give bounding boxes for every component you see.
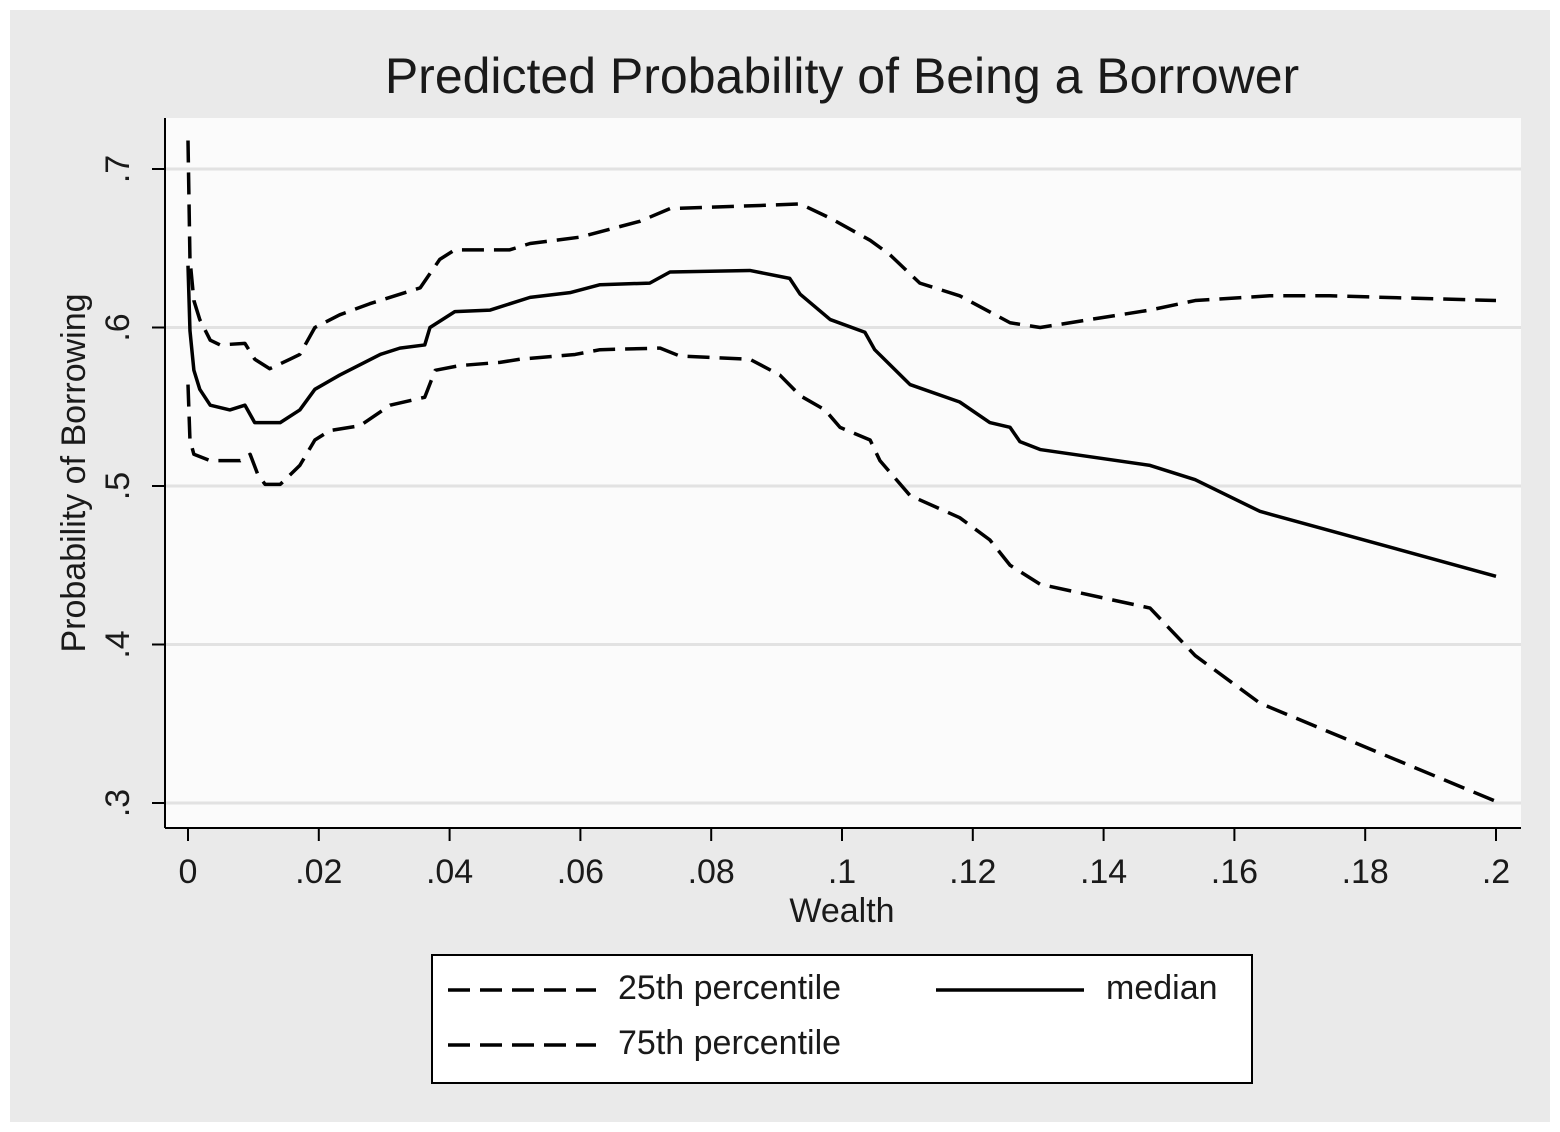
series-line xyxy=(186,140,1497,371)
x-tick-label: .04 xyxy=(426,853,473,891)
x-tick-label: .2 xyxy=(1482,853,1510,891)
x-tick-label: .18 xyxy=(1342,853,1389,891)
y-tick-label: .3 xyxy=(99,789,137,817)
series-line xyxy=(186,265,1497,579)
legend-label: median xyxy=(1106,969,1218,1007)
x-tick-label: .08 xyxy=(688,853,735,891)
x-tick-label: .1 xyxy=(828,853,856,891)
legend-label: 25th percentile xyxy=(618,969,841,1007)
series-line xyxy=(186,346,1497,804)
y-tick-label: .5 xyxy=(99,472,137,500)
x-tick-label: .16 xyxy=(1211,853,1258,891)
legend-label: 75th percentile xyxy=(618,1024,841,1062)
y-axis-title: Probability of Borrowing xyxy=(55,293,93,652)
plot-area xyxy=(165,118,1521,828)
x-tick-label: .02 xyxy=(295,853,342,891)
x-tick-label: 0 xyxy=(179,853,198,891)
x-tick-label: .06 xyxy=(557,853,604,891)
chart-title: Predicted Probability of Being a Borrowe… xyxy=(385,48,1299,104)
y-tick-label: .7 xyxy=(99,155,137,183)
y-tick-label: .6 xyxy=(99,313,137,341)
x-axis-title: Wealth xyxy=(789,892,894,930)
y-tick-label: .4 xyxy=(99,630,137,658)
x-tick-label: .12 xyxy=(949,853,996,891)
x-tick-label: .14 xyxy=(1080,853,1127,891)
legend xyxy=(431,954,1253,1084)
